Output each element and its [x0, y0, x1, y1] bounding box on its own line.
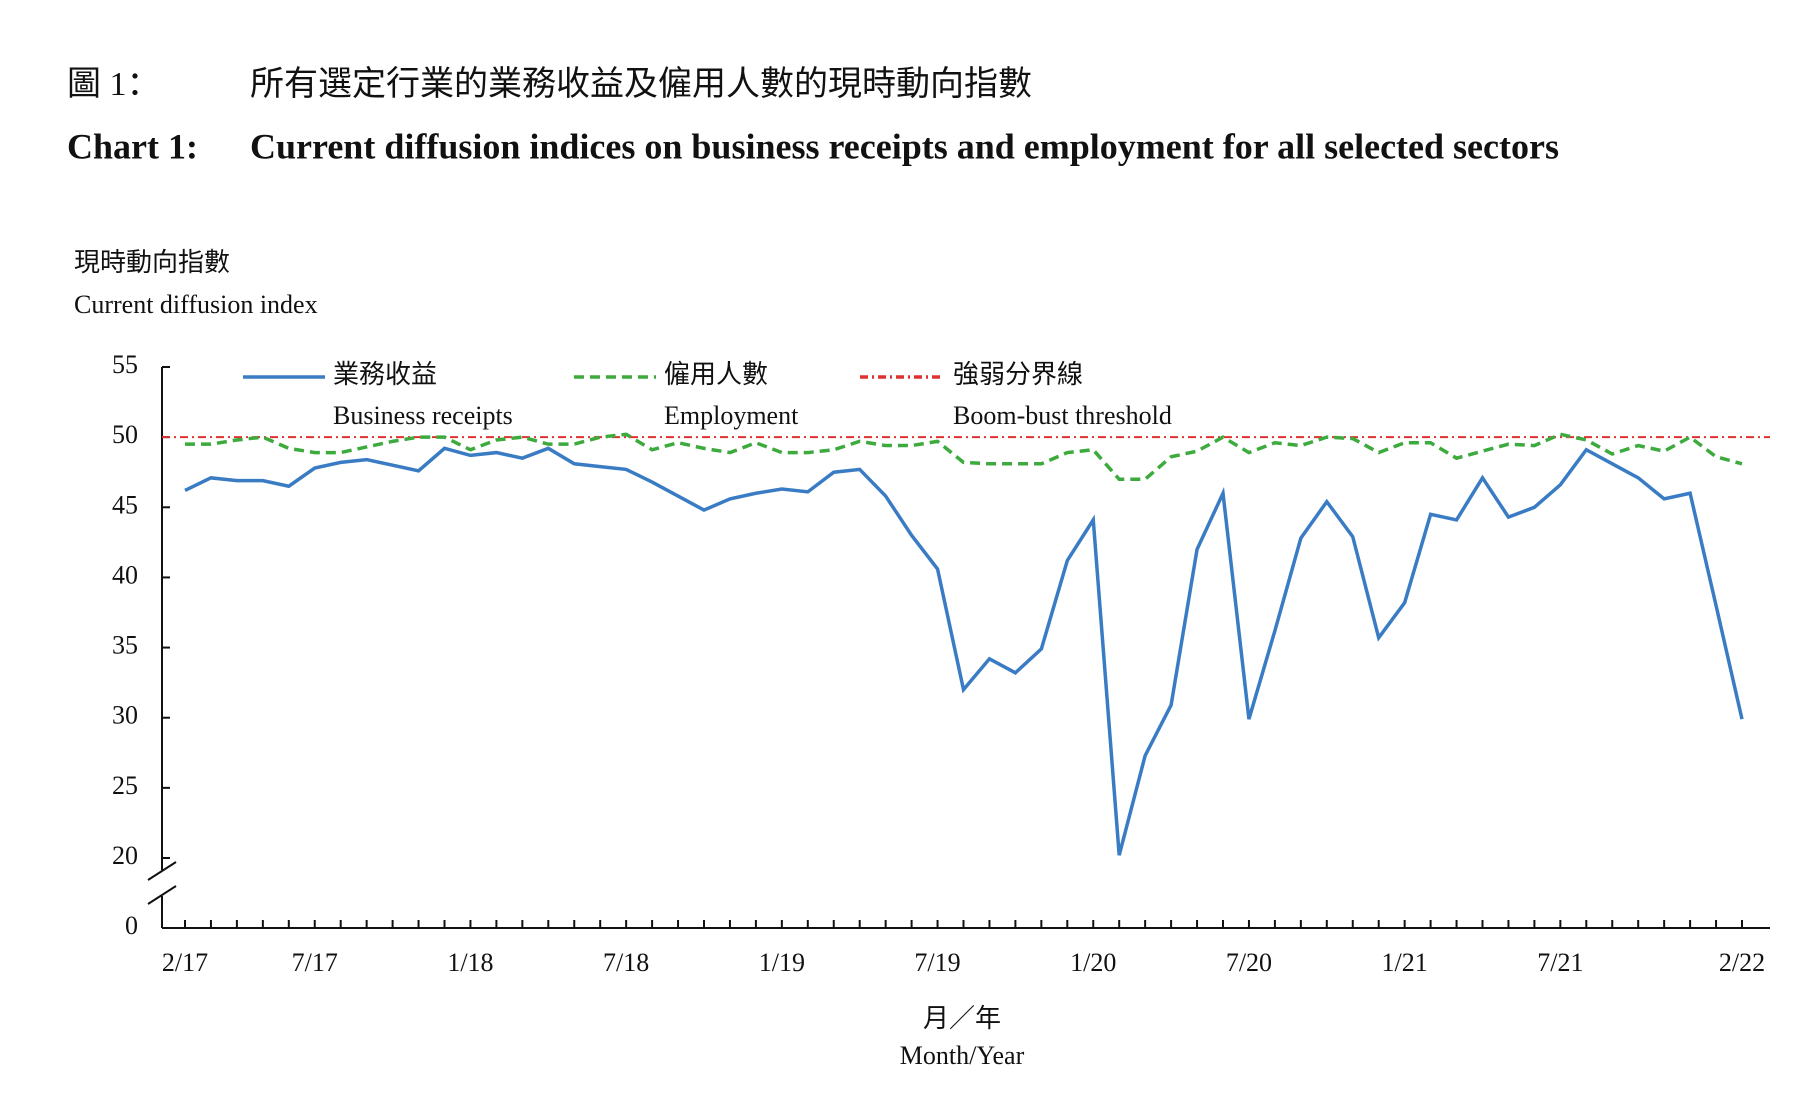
x-tick-label: 1/20 — [1070, 948, 1116, 977]
x-tick-label: 1/18 — [447, 948, 493, 977]
chart-title: Current diffusion indices on business re… — [250, 126, 1559, 166]
series-line — [184, 446, 1744, 856]
y-tick-label: 20 — [112, 841, 138, 870]
x-tick-label: 7/19 — [914, 948, 960, 977]
x-axis-label: Month/Year — [900, 1041, 1025, 1070]
legend-label-zh: 業務收益 — [333, 360, 437, 389]
chart-title-zh: 所有選定行業的業務收益及僱用人數的現時動向指數 — [250, 65, 1032, 103]
legend-label-zh: 僱用人數 — [664, 360, 768, 389]
y-tick-label: 45 — [112, 490, 138, 519]
y-tick-label: 25 — [112, 771, 138, 800]
x-axis-label-zh: 月／年 — [923, 1004, 1001, 1033]
y-tick-label: 0 — [125, 911, 138, 940]
x-tick-label: 1/19 — [759, 948, 805, 977]
x-tick-label: 2/17 — [162, 948, 208, 977]
x-tick-label: 1/21 — [1382, 948, 1428, 977]
legend-label: Business receipts — [333, 401, 513, 430]
legend-label-zh: 強弱分界線 — [953, 360, 1083, 389]
chart-title-prefix: Chart 1: — [67, 126, 198, 166]
series-line — [185, 432, 1743, 481]
chart-title-prefix-zh: 圖 1： — [67, 66, 161, 103]
y-axis-label-zh: 現時動向指數 — [74, 248, 230, 277]
legend-label: Employment — [664, 401, 799, 430]
x-tick-label: 7/17 — [292, 948, 338, 977]
y-tick-label: 55 — [112, 350, 138, 379]
x-tick-label: 2/22 — [1719, 948, 1765, 977]
axis-break — [147, 861, 177, 881]
legend-label: Boom-bust threshold — [953, 401, 1172, 430]
y-axis-label: Current diffusion index — [74, 290, 318, 319]
y-tick-label: 50 — [112, 420, 138, 449]
x-tick-label: 7/18 — [603, 948, 649, 977]
y-tick-label: 30 — [112, 701, 138, 730]
y-tick-label: 35 — [112, 631, 138, 660]
axis-break — [147, 885, 177, 905]
x-tick-label: 7/20 — [1226, 948, 1272, 977]
x-tick-label: 7/21 — [1537, 948, 1583, 977]
y-tick-label: 40 — [112, 560, 138, 589]
